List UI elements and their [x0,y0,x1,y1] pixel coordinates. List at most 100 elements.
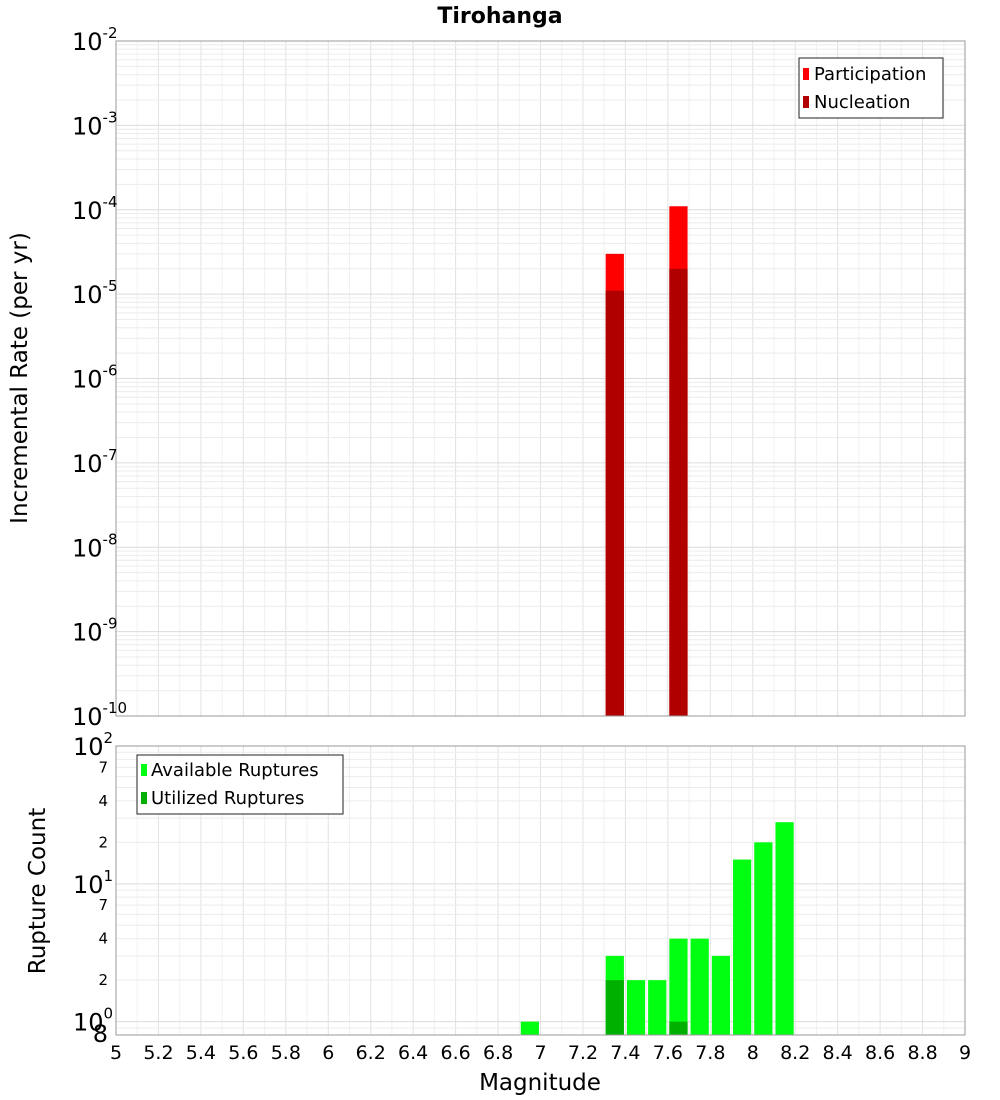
top-y-axis-title: Incremental Rate (per yr) [7,232,33,524]
nucleation-legend-label: Nucleation [814,92,910,113]
available-legend-label: Available Ruptures [151,760,319,781]
top-legend-box [798,57,944,119]
participation-legend-swatch [803,68,809,80]
y-tick-base: 10 [73,871,104,899]
x-tick-label: 8.8 [907,1042,937,1064]
bottom-legend: Available Ruptures Utilized Ruptures [136,754,344,815]
utilized-legend-swatch [141,792,147,804]
y-tick-exponent: -7 [103,446,118,464]
y-tick-base: 10 [72,534,103,562]
y-tick-base: 10 [72,703,103,731]
x-tick-label: 8.4 [823,1042,853,1064]
y-tick-base: 10 [72,197,103,225]
y-tick-exponent: -2 [103,24,118,42]
x-tick-label: 5 [110,1042,122,1064]
x-tick-label: 5.6 [228,1042,258,1064]
available-ruptures-bar [733,859,752,1035]
x-tick-label: 7.6 [653,1042,683,1064]
y-tick-label: 10-9 [72,615,118,647]
y-tick-label: 10-7 [72,446,118,478]
available-ruptures-bar [648,980,667,1035]
x-tick-label: 5.8 [271,1042,301,1064]
top-legend: Participation Nucleation [798,57,944,119]
y-tick-label: 10-10 [72,699,127,731]
y-tick-base: 10 [73,1009,104,1037]
y-tick-label: 10-3 [72,108,118,140]
nucleation-bar [669,268,688,716]
nucleation-legend-swatch [803,96,809,108]
x-tick-label: 5.4 [186,1042,216,1064]
y-tick-base: 10 [72,619,103,647]
x-tick-label: 6.8 [483,1042,513,1064]
x-tick-label: 6.2 [356,1042,386,1064]
bottom-plot-frame [115,745,966,1036]
y-tick-exponent: -9 [103,615,118,633]
y-tick-exponent: 1 [104,867,114,885]
top-bars [605,206,688,716]
bottom-legend-box [136,754,344,815]
bottom-bars [520,822,794,1035]
available-ruptures-bar [626,980,646,1035]
nucleation-bar [605,290,624,716]
y-minor-tick-label: 8 [93,1020,108,1048]
x-tick-label: 6.4 [398,1042,428,1064]
chart-title: Tirohanga [437,4,562,29]
utilized-ruptures-bar [605,980,624,1035]
y-tick-label: 100 [73,1005,113,1037]
available-legend-swatch [141,764,147,776]
y-tick-label: 10-2 [72,24,118,56]
x-tick-label: 5.2 [143,1042,173,1064]
x-tick-label: 7 [534,1042,546,1064]
y-tick-base: 10 [72,450,103,478]
x-tick-label: 6 [322,1042,334,1064]
y-tick-exponent: -5 [103,277,118,295]
y-minor-tick-label: 7 [98,896,108,914]
y-tick-base: 10 [72,112,103,140]
bottom-y-axis-title: Rupture Count [25,808,51,974]
y-tick-exponent: -8 [103,530,118,548]
y-tick-base: 10 [73,733,104,761]
top-grid [115,40,966,717]
y-tick-base: 10 [72,28,103,56]
x-tick-label: 9 [959,1042,971,1064]
y-tick-label: 10-6 [72,362,118,394]
y-tick-label: 101 [73,867,113,899]
y-tick-base: 10 [72,366,103,394]
y-tick-base: 10 [72,281,103,309]
x-tick-label: 8.6 [865,1042,895,1064]
x-axis-title: Magnitude [479,1070,601,1096]
y-tick-exponent: -3 [103,108,118,126]
x-tick-label: 7.2 [568,1042,598,1064]
x-tick-label: 6.6 [440,1042,470,1064]
utilized-ruptures-bar [669,1021,688,1035]
y-tick-exponent: -6 [103,362,118,380]
y-minor-tick-label: 4 [98,792,108,810]
available-ruptures-bar [690,938,709,1035]
x-ticks: 5 5.2 5.4 5.6 5.8 6 6.2 6.4 6.6 6.8 7 7.2 7.4 7.6 7.8 8… [110,1042,971,1064]
y-tick-label: 10-4 [72,193,118,225]
top-plot-frame [115,40,966,717]
available-ruptures-bar [711,955,731,1035]
x-tick-label: 7.8 [695,1042,725,1064]
x-tick-label: 8 [747,1042,759,1064]
y-tick-exponent: -10 [103,699,128,717]
y-tick-exponent: 0 [104,1005,114,1023]
x-tick-label: 8.2 [780,1042,810,1064]
utilized-legend-label: Utilized Ruptures [151,788,304,809]
y-minor-tick-label: 2 [98,833,108,851]
participation-legend-label: Participation [814,64,926,85]
x-tick-label: 7.4 [610,1042,640,1064]
y-tick-exponent: -4 [103,193,118,211]
y-minor-tick-label: 4 [98,930,108,948]
y-tick-label: 102 [73,729,113,761]
available-ruptures-bar [520,1021,539,1035]
y-tick-label: 10-5 [72,277,118,309]
y-tick-exponent: 2 [104,729,114,747]
available-ruptures-bar [754,842,773,1035]
y-tick-label: 10-8 [72,530,118,562]
